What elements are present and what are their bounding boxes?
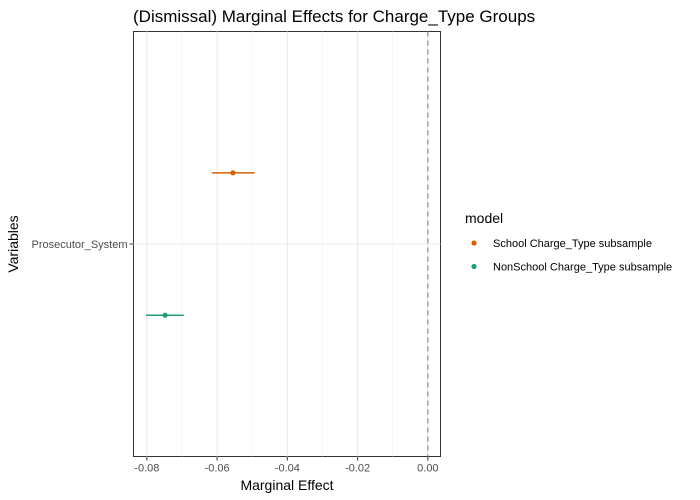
legend: model School Charge_Type subsample NonSch… bbox=[465, 210, 672, 274]
x-tick-label: -0.08 bbox=[134, 463, 159, 475]
x-tick-label: -0.02 bbox=[345, 463, 370, 475]
x-tick-label: 0.00 bbox=[417, 463, 438, 475]
chart-title: (Dismissal) Marginal Effects for Charge_… bbox=[133, 7, 535, 26]
legend-key bbox=[471, 240, 477, 246]
legend-label: School Charge_Type subsample bbox=[493, 238, 652, 250]
legend-key bbox=[471, 263, 477, 270]
x-tick-label: -0.06 bbox=[205, 463, 230, 475]
estimate-point bbox=[162, 312, 168, 318]
data-marks bbox=[146, 170, 255, 318]
legend-title: model bbox=[465, 210, 503, 226]
legend-items: School Charge_Type subsample NonSchool Ch… bbox=[471, 238, 672, 274]
y-tick-label: Prosecutor_System bbox=[32, 239, 128, 251]
x-tick-label: -0.04 bbox=[275, 463, 300, 475]
grid-lines bbox=[133, 31, 441, 457]
x-axis-title: Marginal Effect bbox=[240, 477, 333, 493]
axis-ticks: -0.08 -0.06 -0.04 -0.02 0.00 Prosecutor_Syste… bbox=[32, 239, 439, 475]
estimate-point bbox=[230, 170, 236, 176]
y-axis-title: Variables bbox=[5, 215, 21, 272]
legend-label: NonSchool Charge_Type subsample bbox=[493, 262, 672, 274]
